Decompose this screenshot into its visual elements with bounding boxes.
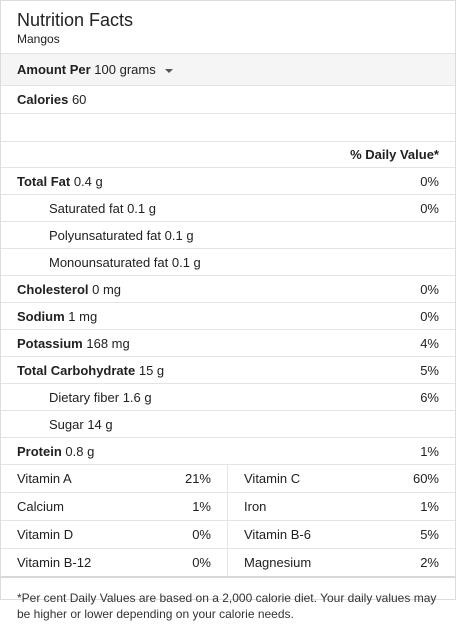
- nutrient-row-protein: Protein 0.8 g 1%: [1, 437, 455, 464]
- nutrient-amount: 0 mg: [92, 281, 122, 297]
- vitamin-dv: 1%: [192, 499, 211, 514]
- vitamins-grid: Vitamin A 21% Vitamin C 60% Calcium 1% Iron…: [1, 464, 455, 576]
- serving-size-dropdown[interactable]: 100 grams: [94, 62, 174, 77]
- nutrient-amount: 14 g: [87, 416, 113, 432]
- nutrient-amount: 0.4 g: [73, 173, 103, 189]
- daily-value-header-row: % Daily Value*: [1, 141, 455, 167]
- amount-label: Amount Per: [17, 62, 91, 77]
- vitamin-row: Vitamin A 21% Vitamin C 60%: [1, 464, 455, 492]
- nutrient-dv: 0%: [420, 173, 439, 189]
- nutrient-name: Monounsaturated fat: [49, 254, 169, 270]
- chevron-down-icon[interactable]: [165, 68, 174, 73]
- nutrient-dv: 0%: [420, 281, 439, 297]
- vitamin-row: Vitamin D 0% Vitamin B-6 5%: [1, 520, 455, 548]
- nutrient-name: Dietary fiber: [49, 389, 120, 405]
- nutrient-name: Protein: [17, 443, 62, 459]
- nutrient-dv: 6%: [420, 389, 439, 405]
- nutrient-amount: 1 mg: [68, 308, 98, 324]
- footnote: *Per cent Daily Values are based on a 2,…: [1, 576, 455, 638]
- vitamin-name: Vitamin C: [244, 471, 301, 486]
- divider: [1, 113, 455, 141]
- serving-size-row: Amount Per 100 grams: [1, 53, 455, 85]
- food-name: Mangos: [17, 32, 60, 46]
- nutrient-row-potassium: Potassium 168 mg 4%: [1, 329, 455, 356]
- nutrient-name: Sugar: [49, 416, 84, 432]
- nutrient-amount: 1.6 g: [122, 389, 152, 405]
- vitamin-dv: 60%: [412, 471, 439, 486]
- nutrient-dv: 5%: [420, 362, 439, 378]
- vitamin-name: Vitamin D: [17, 527, 74, 542]
- nutrient-name: Sodium: [17, 308, 65, 324]
- vitamin-dv: 0%: [192, 527, 211, 542]
- vitamin-name: Iron: [244, 499, 267, 514]
- nutrient-row-total-carbohydrate: Total Carbohydrate 15 g 5%: [1, 356, 455, 383]
- nutrient-amount: 0.1 g: [127, 200, 156, 216]
- vitamin-name: Vitamin B-6: [244, 527, 311, 542]
- nutrient-amount: 0.1 g: [164, 227, 194, 243]
- vitamin-dv: 1%: [420, 499, 439, 514]
- nutrient-dv: 1%: [420, 443, 439, 459]
- nutrient-name: Cholesterol: [17, 281, 89, 297]
- page-title: Nutrition Facts: [17, 10, 134, 30]
- vitamin-name: Vitamin B-12: [17, 555, 92, 570]
- vitamin-name: Calcium: [17, 499, 64, 514]
- calories-value: 60: [71, 92, 87, 107]
- nutrition-facts-card: Nutrition Facts Mangos Amount Per 100 gr…: [0, 0, 456, 621]
- vitamin-dv: 21%: [184, 471, 211, 486]
- nutrient-row-polyunsaturated-fat: Polyunsaturated fat 0.1 g: [1, 221, 455, 248]
- nutrient-row-dietary-fiber: Dietary fiber 1.6 g 6%: [1, 383, 455, 410]
- daily-value-header: % Daily Value*: [350, 147, 439, 162]
- nutrient-amount: 0.8 g: [65, 443, 95, 459]
- nutrient-row-sodium: Sodium 1 mg 0%: [1, 302, 455, 329]
- nutrient-name: Total Fat: [17, 173, 71, 189]
- nutrient-amount: 15 g: [138, 362, 165, 378]
- vitamin-dv: 0%: [192, 555, 211, 570]
- vitamin-name: Vitamin A: [17, 471, 72, 486]
- serving-size-value: 100 grams: [94, 62, 156, 77]
- vitamin-dv: 2%: [420, 555, 439, 570]
- nutrient-row-monounsaturated-fat: Monounsaturated fat 0.1 g: [1, 248, 455, 275]
- nutrient-row-total-fat: Total Fat 0.4 g 0%: [1, 167, 455, 194]
- vitamin-name: Magnesium: [244, 555, 312, 570]
- nutrient-name: Polyunsaturated fat: [49, 227, 162, 243]
- calories-row: Calories 60: [1, 85, 455, 113]
- nutrient-row-sugar: Sugar 14 g: [1, 410, 455, 437]
- nutrient-name: Potassium: [17, 335, 83, 351]
- vitamin-dv: 5%: [420, 527, 439, 542]
- nutrient-name: Saturated fat: [49, 200, 124, 216]
- nutrient-dv: 0%: [420, 308, 439, 324]
- vitamin-row: Calcium 1% Iron 1%: [1, 492, 455, 520]
- nutrient-dv: 0%: [420, 200, 439, 216]
- nutrients-list: Total Fat 0.4 g 0% Saturated fat 0.1 g 0…: [1, 167, 455, 464]
- calories-label: Calories: [17, 92, 69, 107]
- nutrient-amount: 168 mg: [86, 335, 130, 351]
- nutrient-row-cholesterol: Cholesterol 0 mg 0%: [1, 275, 455, 302]
- nutrient-row-saturated-fat: Saturated fat 0.1 g 0%: [1, 194, 455, 221]
- nutrient-amount: 0.1 g: [171, 254, 201, 270]
- header: Nutrition Facts Mangos: [1, 1, 455, 53]
- nutrient-dv: 4%: [420, 335, 439, 351]
- vitamin-row: Vitamin B-12 0% Magnesium 2%: [1, 548, 455, 576]
- nutrient-name: Total Carbohydrate: [17, 362, 136, 378]
